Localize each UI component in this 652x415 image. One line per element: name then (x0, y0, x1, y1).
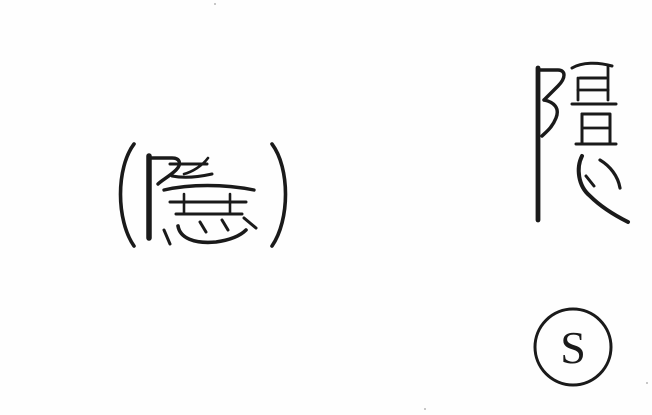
character-in-parentheses: (隱) (112, 134, 332, 254)
upper-bar-2 (170, 172, 214, 179)
seal-top-bar (570, 61, 614, 70)
heart-dot-4 (162, 228, 172, 246)
heart-dot-1 (198, 220, 208, 234)
heart-dot-2 (220, 218, 230, 232)
upper-hook (182, 156, 210, 176)
character-in-parentheses-drawing (118, 142, 288, 248)
circled-s-letter: S (560, 322, 586, 373)
circle-outline (533, 307, 613, 387)
circled-s-mark: S (532, 306, 614, 388)
seal-radical-curl-2 (540, 98, 559, 138)
open-paren-stroke (118, 142, 136, 248)
scan-speck (646, 382, 648, 384)
heart-base (176, 224, 248, 245)
scan-speck (214, 3, 216, 5)
seal-box-right (580, 112, 612, 146)
heart-dot-3 (242, 216, 258, 230)
scan-speck (424, 408, 426, 410)
close-paren-stroke (270, 142, 288, 248)
seal-heart-dot (584, 174, 596, 188)
seal-radical-curl-1 (536, 68, 566, 102)
seal-character-drawing (535, 61, 630, 224)
upper-bar-3 (162, 183, 256, 192)
seal-sweep (576, 154, 630, 224)
radical-curl-stroke (147, 156, 182, 186)
seal-heart-curve (598, 158, 622, 190)
seal-character: 隱 (520, 48, 640, 238)
circled-s-drawing: S (533, 307, 613, 387)
